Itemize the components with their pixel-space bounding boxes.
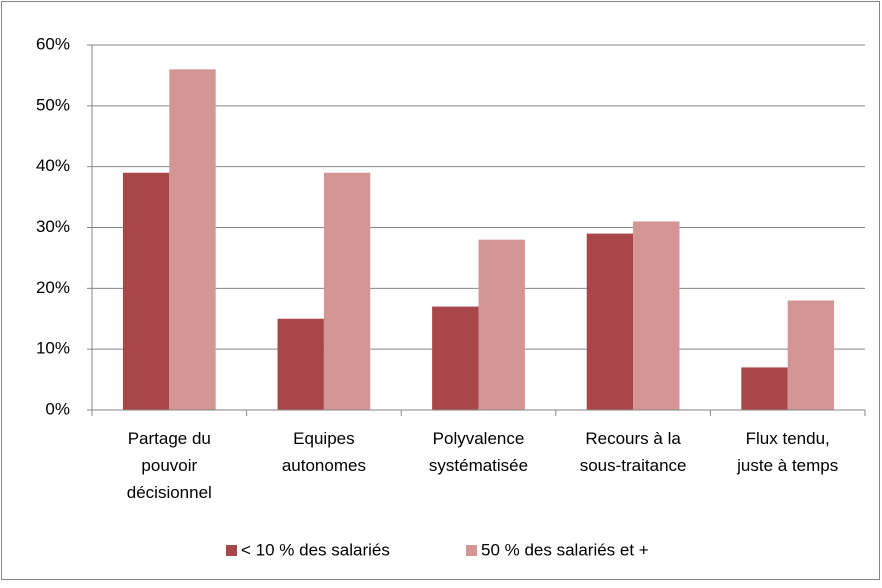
bar (277, 318, 324, 410)
x-tick-label: Polyvalence systématisée (429, 429, 528, 475)
y-tick-label: 50% (36, 95, 70, 114)
bar (633, 221, 680, 410)
y-tick-label: 30% (36, 217, 70, 236)
x-tick-label-line: Equipes (293, 429, 354, 448)
y-tick-label: 40% (36, 156, 70, 175)
bar (169, 69, 216, 410)
x-tick-label-line: pouvoir (141, 456, 197, 475)
y-tick-label: 0% (45, 399, 70, 418)
y-tick-label: 20% (36, 278, 70, 297)
bar (122, 172, 170, 410)
legend-swatch (466, 545, 477, 556)
y-tick-label: 60% (36, 34, 70, 53)
bar (787, 300, 835, 410)
bar (741, 367, 788, 410)
bar (478, 239, 525, 410)
legend-swatch (226, 545, 237, 556)
x-tick-label-line: Flux tendu, (746, 429, 830, 448)
x-tick-label-line: juste à temps (736, 456, 838, 475)
bar (432, 306, 479, 410)
x-tick-label: Flux tendu, juste à temps (736, 429, 838, 475)
x-tick-label-line: sous-traitance (580, 456, 687, 475)
x-tick-label-line: Partage du (128, 429, 211, 448)
legend-label: < 10 % des salariés (241, 540, 390, 559)
x-tick-label: Equipes autonomes (282, 429, 366, 475)
x-tick-label-line: systématisée (429, 456, 528, 475)
x-tick-label: Recours à la sous-traitance (580, 429, 687, 475)
x-tick-label: Partage du pouvoir décisionnel (127, 429, 212, 502)
x-tick-label-line: Recours à la (585, 429, 681, 448)
x-tick-label-line: décisionnel (127, 483, 212, 502)
x-tick-label-line: autonomes (282, 456, 366, 475)
bar (323, 172, 371, 410)
legend-label: 50 % des salariés et + (481, 540, 649, 559)
x-tick-label-line: Polyvalence (433, 429, 525, 448)
bar (586, 233, 634, 410)
y-tick-label: 10% (36, 339, 70, 358)
